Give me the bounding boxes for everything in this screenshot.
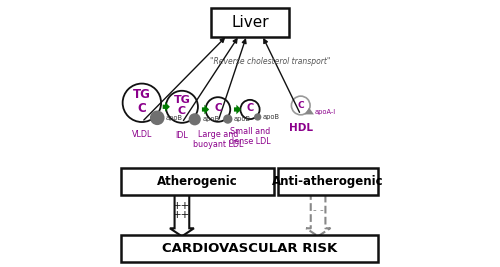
Text: HDL: HDL xyxy=(288,123,312,133)
FancyBboxPatch shape xyxy=(120,235,378,262)
FancyBboxPatch shape xyxy=(212,8,288,37)
Polygon shape xyxy=(202,105,209,114)
FancyBboxPatch shape xyxy=(278,168,378,195)
Text: Atherogenic: Atherogenic xyxy=(157,175,238,188)
Text: Small and
dense LDL: Small and dense LDL xyxy=(229,127,271,147)
Text: Anti-atherogenic: Anti-atherogenic xyxy=(272,175,384,188)
Text: IDL: IDL xyxy=(176,131,188,140)
Text: TG
C: TG C xyxy=(174,95,190,116)
Circle shape xyxy=(188,113,201,125)
Circle shape xyxy=(206,97,230,122)
Text: "Reverse cholesterol transport": "Reverse cholesterol transport" xyxy=(210,57,330,66)
Polygon shape xyxy=(162,102,170,112)
Text: - -: - - xyxy=(312,205,324,215)
Text: apoB: apoB xyxy=(202,116,219,122)
Text: apoB: apoB xyxy=(262,114,280,120)
Text: C: C xyxy=(246,103,254,113)
Text: Liver: Liver xyxy=(231,15,269,30)
Text: C: C xyxy=(214,103,222,113)
Text: apoB: apoB xyxy=(234,116,251,122)
Text: VLDL: VLDL xyxy=(132,130,152,139)
Circle shape xyxy=(240,100,260,119)
Circle shape xyxy=(150,111,164,125)
Text: Large and
buoyant LDL: Large and buoyant LDL xyxy=(193,130,243,149)
Circle shape xyxy=(166,91,198,123)
Text: ++: ++ xyxy=(174,210,190,221)
Text: CARDIOVASCULAR RISK: CARDIOVASCULAR RISK xyxy=(162,242,337,255)
Polygon shape xyxy=(304,108,314,115)
Circle shape xyxy=(254,113,262,121)
Text: TG
C: TG C xyxy=(133,88,151,115)
Text: C: C xyxy=(298,101,304,110)
Circle shape xyxy=(292,96,310,115)
Circle shape xyxy=(223,114,232,124)
Text: ++: ++ xyxy=(174,201,190,211)
Polygon shape xyxy=(170,194,194,236)
Circle shape xyxy=(122,84,161,122)
Text: apoA-I: apoA-I xyxy=(315,109,336,115)
FancyBboxPatch shape xyxy=(120,168,274,195)
Polygon shape xyxy=(234,105,241,114)
Text: apoB: apoB xyxy=(166,115,183,121)
